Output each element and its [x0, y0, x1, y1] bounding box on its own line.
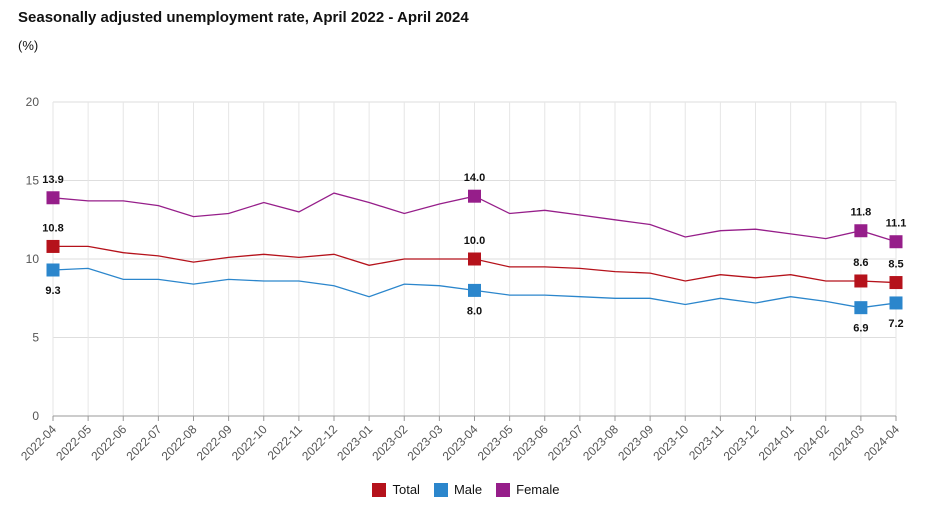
data-label-female: 13.9: [42, 174, 63, 186]
x-tick-label: 2022-08: [159, 422, 200, 463]
x-tick-label: 2023-02: [369, 422, 410, 463]
x-tick-label: 2023-11: [686, 422, 727, 463]
data-point-male: [889, 296, 903, 310]
x-tick-label: 2023-05: [475, 422, 516, 463]
legend-swatch-female: [496, 482, 511, 497]
x-tick-label: 2024-04: [861, 422, 902, 463]
legend: Total Male Female: [0, 482, 932, 497]
data-point-male: [854, 301, 868, 315]
data-label-total: 10.8: [42, 222, 63, 234]
data-label-male: 9.3: [45, 285, 60, 297]
data-point-female: [854, 224, 868, 238]
legend-swatch-total: [372, 482, 387, 497]
chart-title: Seasonally adjusted unemployment rate, A…: [18, 9, 469, 26]
x-tick-label: 2022-06: [88, 422, 129, 463]
x-tick-label: 2023-07: [545, 422, 586, 463]
x-tick-label: 2023-01: [334, 422, 375, 463]
data-point-total: [854, 274, 868, 288]
legend-label-female: Female: [516, 482, 560, 497]
legend-item-female[interactable]: Female: [496, 482, 560, 497]
data-label-female: 11.8: [850, 207, 871, 219]
x-tick-label: 2022-12: [299, 422, 340, 463]
x-tick-label: 2023-08: [580, 422, 621, 463]
data-point-total: [46, 239, 60, 253]
data-label-female: 14.0: [464, 172, 485, 184]
x-tick-label: 2023-04: [440, 422, 481, 463]
data-point-female: [46, 191, 60, 205]
x-tick-label: 2022-05: [53, 422, 94, 463]
data-point-male: [46, 263, 60, 277]
legend-item-total[interactable]: Total: [372, 482, 420, 497]
data-point-male: [468, 283, 481, 297]
x-tick-label: 2024-03: [826, 422, 867, 463]
x-tick-label: 2023-09: [615, 422, 656, 463]
legend-label-total: Total: [392, 482, 420, 497]
y-tick-label: 15: [26, 174, 40, 188]
y-tick-label: 10: [26, 252, 40, 266]
data-point-female: [889, 235, 903, 249]
y-tick-label: 5: [32, 331, 39, 345]
x-tick-label: 2022-04: [18, 422, 59, 463]
data-label-male: 6.9: [853, 323, 868, 335]
data-label-male: 7.2: [888, 318, 903, 330]
line-chart: 051015202022-042022-052022-062022-072022…: [18, 95, 907, 463]
x-tick-label: 2023-03: [404, 422, 445, 463]
data-point-female: [468, 189, 481, 203]
y-tick-label: 0: [32, 409, 39, 423]
data-label-total: 8.6: [853, 257, 868, 269]
x-tick-label: 2023-12: [721, 422, 762, 463]
x-tick-label: 2023-06: [510, 422, 551, 463]
data-label-male: 8.0: [467, 305, 482, 317]
x-tick-label: 2022-11: [265, 422, 306, 463]
data-point-total: [889, 276, 903, 290]
legend-item-male[interactable]: Male: [433, 482, 483, 497]
x-tick-label: 2022-09: [194, 422, 235, 463]
x-tick-label: 2022-07: [123, 422, 164, 463]
legend-swatch-male: [433, 482, 448, 497]
data-label-total: 10.0: [464, 235, 485, 247]
x-tick-label: 2024-01: [756, 422, 797, 463]
x-tick-label: 2022-10: [229, 422, 270, 463]
x-tick-label: 2023-10: [650, 422, 691, 463]
data-label-female: 11.1: [886, 218, 907, 230]
data-point-total: [468, 252, 481, 266]
data-label-total: 8.5: [888, 259, 903, 271]
unit-label: (%): [18, 38, 39, 53]
y-tick-label: 20: [26, 95, 40, 109]
x-tick-label: 2024-02: [791, 422, 832, 463]
legend-label-male: Male: [453, 482, 483, 497]
